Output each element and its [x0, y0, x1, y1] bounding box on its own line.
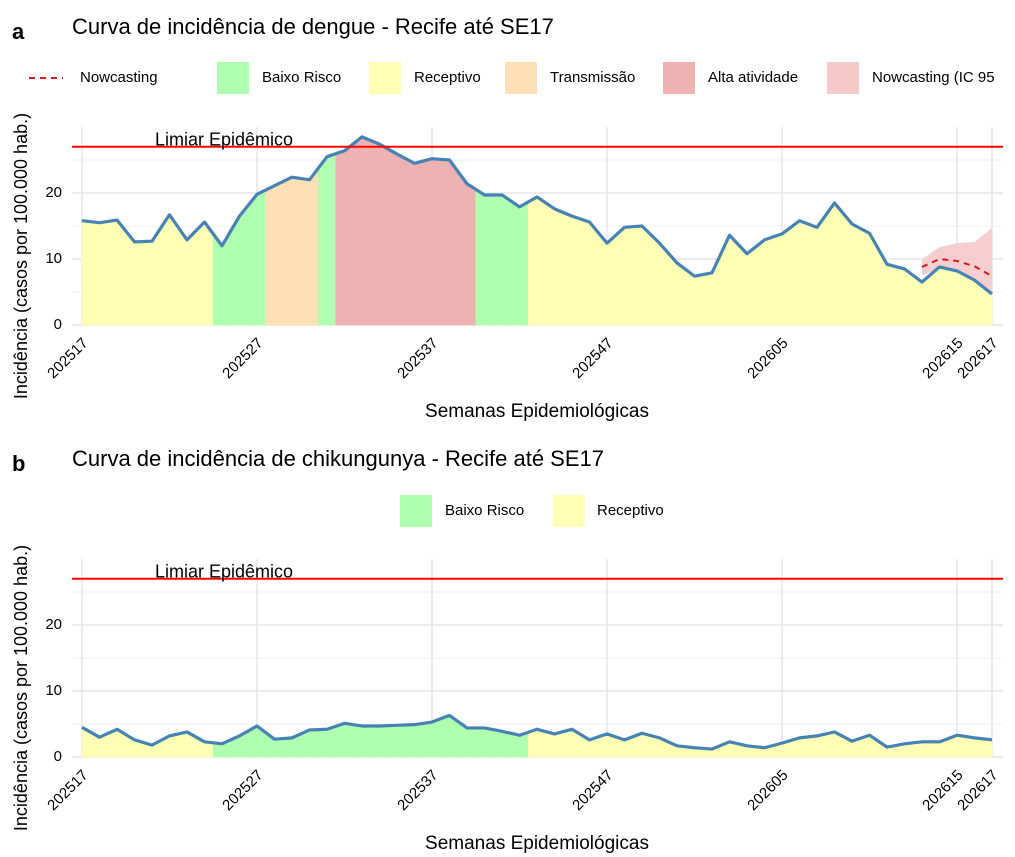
risk-area — [597, 231, 617, 326]
risk-area — [352, 136, 372, 326]
legend-label: Alta atividade — [708, 69, 798, 86]
risk-area — [790, 220, 809, 326]
incidence-line — [81, 135, 993, 296]
nowcast-line — [921, 257, 993, 278]
x-tick-label: 202517 — [44, 335, 91, 382]
legend-label: Baixo Risco — [445, 502, 524, 519]
panel-label: b — [12, 451, 25, 476]
risk-area — [947, 268, 967, 326]
legend-label: Transmissão — [550, 69, 635, 86]
chart-title: Curva de incidência de dengue - Recife a… — [72, 14, 554, 39]
risk-area — [527, 728, 547, 758]
y-tick-label: 20 — [45, 616, 62, 633]
x-tick-label: 202547 — [569, 335, 616, 382]
y-tick-label: 10 — [45, 682, 62, 699]
risk-area — [877, 247, 897, 326]
chart-title: Curva de incidência de chikungunya - Rec… — [72, 446, 604, 471]
risk-area — [825, 202, 844, 326]
x-tick-label: 202605 — [744, 767, 791, 814]
x-tick-label: 202537 — [394, 335, 441, 382]
legend-key — [505, 62, 537, 94]
risk-area — [457, 170, 477, 326]
risk-area — [177, 226, 197, 326]
risk-area — [632, 225, 652, 326]
risk-area — [247, 189, 267, 326]
risk-area — [81, 220, 92, 326]
y-axis-label: Incidência (casos por 100.000 hab.) — [11, 545, 31, 831]
risk-area — [195, 221, 214, 326]
legend-key — [827, 62, 859, 94]
risk-area — [492, 194, 512, 326]
risk-area — [107, 219, 127, 326]
risk-area — [475, 188, 494, 326]
threshold-label: Limiar Epidêmico — [155, 130, 293, 150]
legend-label: Nowcasting — [80, 69, 158, 86]
x-tick-label: 202537 — [394, 767, 441, 814]
y-tick-label: 0 — [54, 316, 62, 333]
y-tick-label: 20 — [45, 184, 62, 201]
risk-area — [125, 230, 144, 326]
risk-area — [440, 159, 459, 326]
x-tick-label: 202527 — [219, 767, 266, 814]
risk-area — [265, 180, 284, 326]
risk-area — [737, 243, 757, 326]
legend-key — [369, 62, 401, 94]
risk-area — [300, 167, 319, 326]
risk-area — [580, 218, 599, 326]
legend-label: Nowcasting (IC 95 — [872, 69, 995, 86]
risk-area — [387, 148, 407, 326]
risk-area — [615, 226, 634, 326]
x-axis-label: Semanas Epidemiológicas — [425, 833, 649, 854]
risk-area — [405, 158, 424, 326]
risk-area — [335, 723, 354, 758]
risk-area — [982, 738, 993, 758]
risk-area — [930, 266, 949, 326]
risk-area — [527, 196, 547, 326]
x-tick-label: 202605 — [744, 335, 791, 382]
y-axis-label: Incidência (casos por 100.000 hab.) — [11, 113, 31, 399]
risk-area — [370, 725, 389, 758]
risk-area — [545, 202, 564, 326]
y-tick-label: 10 — [45, 250, 62, 267]
legend-key — [663, 62, 695, 94]
incidence-line — [81, 713, 993, 751]
threshold-label: Limiar Epidêmico — [155, 562, 293, 582]
legend-label: Baixo Risco — [262, 69, 341, 86]
risk-area — [475, 727, 494, 758]
risk-area — [387, 724, 407, 758]
legend-key — [400, 495, 432, 527]
risk-area — [352, 724, 372, 758]
x-tick-label: 202517 — [44, 767, 91, 814]
risk-area — [90, 221, 109, 326]
risk-area — [422, 158, 442, 326]
risk-area — [755, 236, 774, 326]
legend-label: Receptivo — [414, 69, 481, 86]
risk-area — [842, 212, 862, 326]
x-tick-label: 202547 — [569, 767, 616, 814]
risk-area — [702, 253, 722, 326]
risk-area — [772, 226, 792, 326]
risk-area — [282, 176, 302, 326]
risk-area — [685, 268, 704, 326]
risk-area — [230, 204, 249, 326]
panel-label: a — [12, 19, 25, 44]
legend-key — [217, 62, 249, 94]
y-tick-label: 0 — [54, 748, 62, 765]
x-tick-label: 202527 — [219, 335, 266, 382]
risk-area — [335, 143, 354, 326]
risk-area — [807, 214, 827, 326]
legend-label: Receptivo — [597, 502, 664, 519]
risk-area — [317, 153, 337, 326]
risk-area — [562, 212, 582, 326]
legend-key — [553, 495, 585, 527]
x-axis-label: Semanas Epidemiológicas — [425, 401, 649, 422]
risk-area — [405, 722, 424, 758]
risk-area — [370, 140, 389, 326]
risk-area — [160, 214, 179, 326]
risk-area — [510, 200, 529, 326]
